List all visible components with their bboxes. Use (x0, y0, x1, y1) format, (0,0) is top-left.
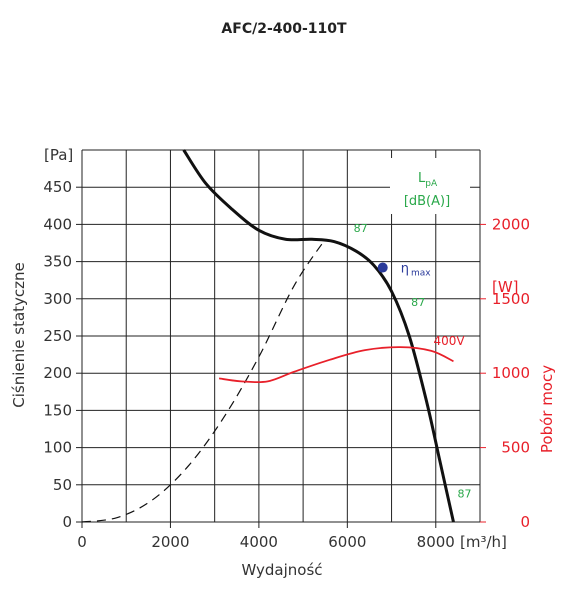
y2-tick-label: 2000 (492, 215, 530, 233)
x-tick-label: 8000 (417, 533, 455, 551)
series-line-400v (218, 346, 454, 384)
x-tick-labels: 0 2000 4000 6000 8000 (77, 522, 455, 551)
eta-max-point (377, 262, 388, 273)
y-tick-label: 250 (43, 327, 72, 345)
legend-sub: pA (425, 179, 438, 189)
series-line-system (81, 238, 326, 523)
y-tick-label: 450 (43, 178, 72, 196)
x-tick-label: 0 (77, 533, 87, 551)
x-tick-label: 2000 (151, 533, 189, 551)
y-tick-label: 150 (43, 401, 72, 419)
grid (81, 149, 481, 523)
legend-box: LpA [dB(A)] (390, 158, 470, 214)
x-axis-label: Wydajność (241, 561, 322, 579)
legend-box-bg (390, 158, 470, 214)
legend-l: L (418, 171, 426, 186)
y-tick-label: 50 (53, 476, 72, 494)
y-tick-label: 200 (43, 364, 72, 382)
eta-sub: max (411, 269, 431, 279)
y-tick-label: 300 (43, 290, 72, 308)
legend-box-title: LpA (418, 171, 438, 189)
y-tick-label: 400 (43, 215, 72, 233)
y2-tick-labels: 0 500 1000 1500 2000 (480, 215, 530, 531)
eta-max-label: η max (401, 262, 432, 279)
y2-tick-label: 0 (520, 513, 530, 531)
eta-symbol: η (401, 262, 409, 277)
annotation-label: 87 (411, 296, 425, 309)
legend-box-unit: [dB(A)] (404, 194, 450, 209)
y-tick-label: 350 (43, 253, 72, 271)
x-tick-label: 4000 (240, 533, 278, 551)
y2-tick-label: 1500 (492, 290, 530, 308)
y-tick-label: 0 (62, 513, 72, 531)
y2-tick-label: 500 (501, 439, 530, 457)
annotation-label: 400V (433, 334, 465, 348)
annotation-label: 87 (354, 222, 368, 235)
chart-title: AFC/2-400-110T (221, 21, 347, 37)
y-axis-label: Ciśnienie statyczne (10, 262, 28, 408)
y2-tick-label: 1000 (492, 364, 530, 382)
y-tick-label: 100 (43, 439, 72, 457)
series-line-pressure (182, 149, 455, 523)
y2-axis-unit: [W] (492, 278, 519, 296)
annotation-label: 87 (458, 487, 472, 500)
x-axis-unit: [m³/h] (460, 533, 507, 551)
y-tick-labels: 0 50 100 150 200 250 300 350 400 450 (43, 178, 82, 531)
y-axis-unit: [Pa] (44, 146, 73, 164)
x-tick-label: 6000 (328, 533, 366, 551)
series-group (81, 149, 455, 523)
y2-axis-label: Pobór mocy (538, 365, 556, 453)
annotations: 87 87 87 400V (354, 222, 472, 501)
